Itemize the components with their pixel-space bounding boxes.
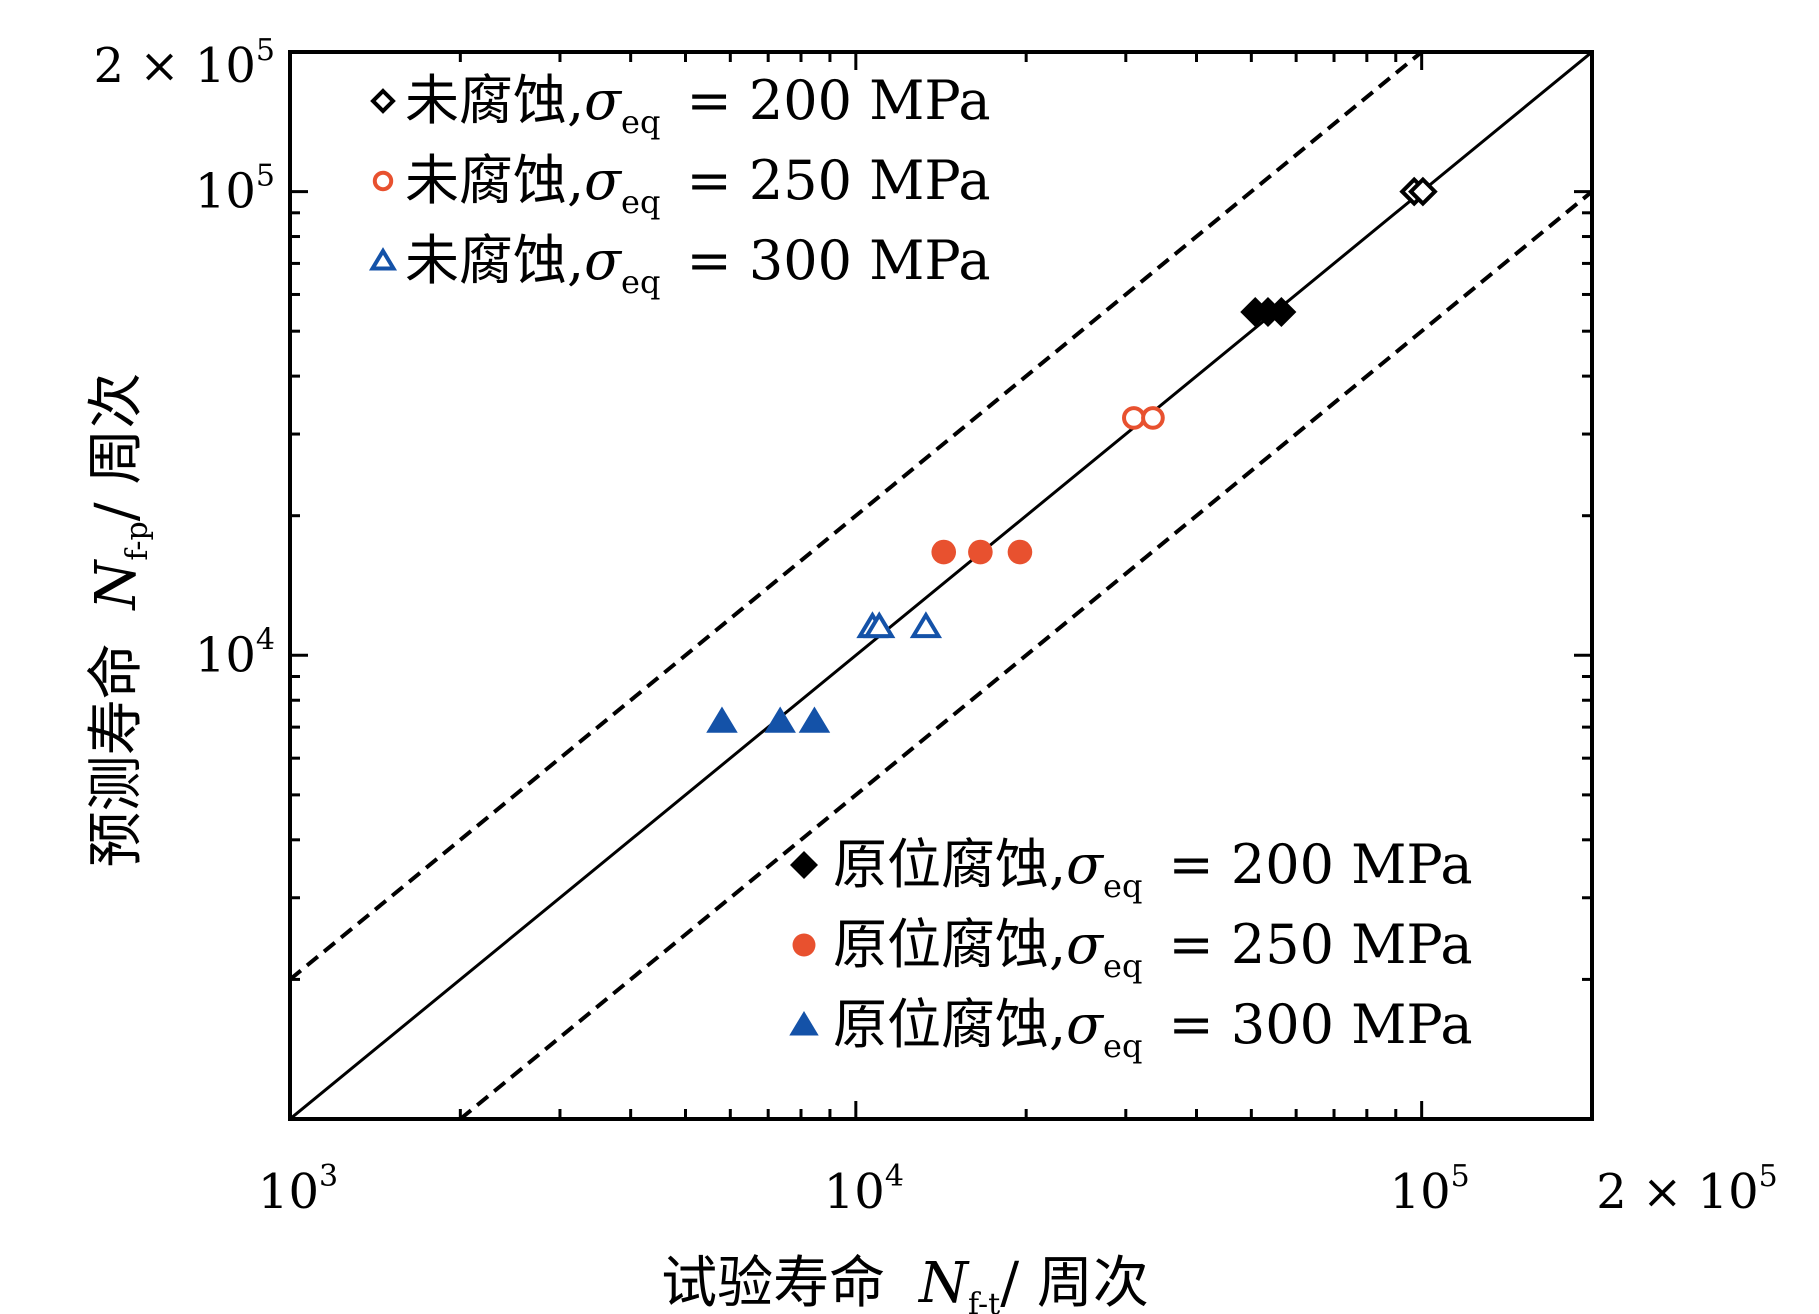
legend-marker (792, 933, 816, 957)
data-point (1408, 176, 1438, 207)
legend-label: 未腐蚀,σeq = 250 MPa (405, 149, 991, 221)
y-axis-title-symbol: N (84, 559, 149, 612)
plot-frame (288, 50, 1594, 1121)
data-point (1266, 296, 1297, 327)
x-tick-label: 2 × 105 (1596, 1159, 1777, 1220)
x-tick-label: 104 (824, 1159, 904, 1220)
data-point (968, 539, 993, 565)
y-tick-label: 105 (195, 159, 275, 220)
y-axis-title-prefix: 预测寿命 (84, 643, 149, 867)
legend-marker (368, 247, 398, 271)
legend-label: 原位腐蚀,σeq = 250 MPa (833, 913, 1473, 985)
data-point (764, 706, 796, 733)
reference-line-upper-bound (290, 52, 1425, 981)
x-axis-title-symbol: N (917, 1251, 970, 1314)
x-axis-title-suffix: / 周次 (1000, 1251, 1149, 1314)
legend-label: 原位腐蚀,σeq = 300 MPa (833, 993, 1473, 1065)
x-axis-title: 试验寿命 Nf-t/ 周次 (661, 1251, 1149, 1314)
x-axis-title-subscript: f-t (968, 1287, 1000, 1314)
x-tick-label: 105 (1390, 1159, 1470, 1220)
legend-label: 未腐蚀,σeq = 200 MPa (405, 69, 991, 141)
x-tick-label: 103 (258, 1159, 338, 1220)
y-axis-title-subscript: f-p (120, 521, 155, 560)
legend-marker (789, 1011, 819, 1036)
legend-label: 原位腐蚀,σeq = 200 MPa (833, 833, 1473, 905)
y-axis-title-suffix: / 周次 (84, 373, 149, 522)
data-point (863, 611, 896, 639)
data-point (1141, 406, 1165, 430)
data-point (909, 611, 943, 639)
reference-line-equal (290, 52, 1592, 1119)
legend-marker (372, 170, 394, 192)
legend-marker (790, 851, 818, 879)
data-point (931, 539, 957, 565)
legend-label: 未腐蚀,σeq = 300 MPa (405, 229, 991, 301)
data-point (1007, 539, 1033, 565)
legend-bottom-right: 原位腐蚀,σeq = 200 MPa 原位腐蚀,σeq = 250 MPa 原位腐蚀,σ… (789, 833, 1473, 1065)
data-point (1122, 406, 1146, 430)
legend-top-left: 未腐蚀,σeq = 200 MPa 未腐蚀,σeq = 250 MPa 未腐蚀,σeq =… (368, 69, 991, 301)
y-tick-label: 104 (195, 622, 275, 683)
x-axis-title-prefix: 试验寿命 (661, 1251, 885, 1314)
legend-marker (370, 88, 396, 114)
y-axis-title: 预测寿命 Nf-p/ 周次 (84, 373, 155, 868)
y-tick-label: 2 × 105 (94, 33, 275, 94)
reference-line-lower-bound (457, 190, 1592, 1119)
data-point (798, 706, 831, 733)
data-point (706, 706, 738, 733)
